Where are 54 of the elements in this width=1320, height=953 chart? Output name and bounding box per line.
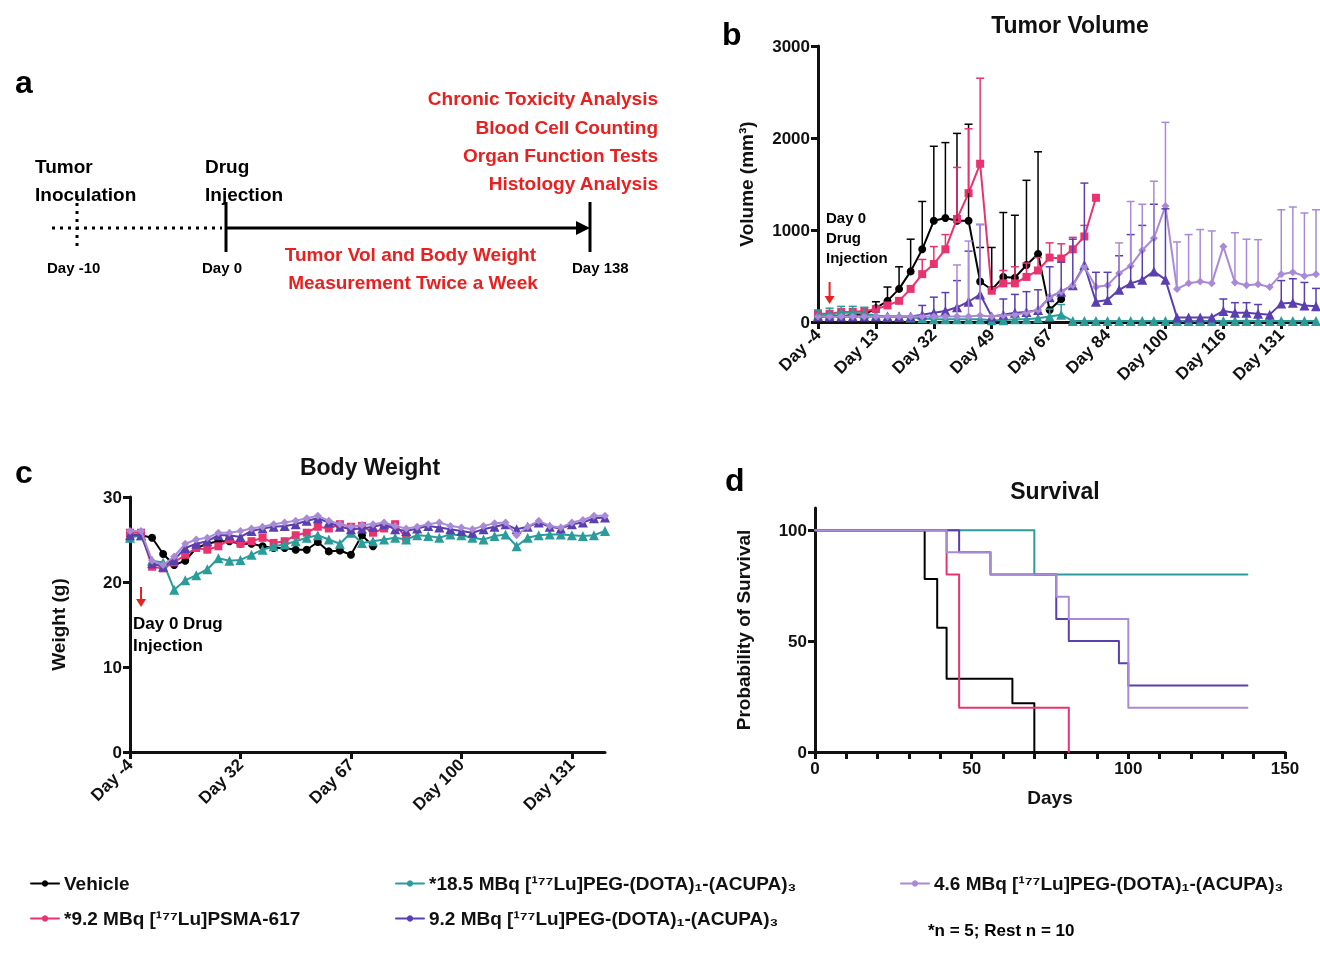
x-tick-label: Day 67 xyxy=(305,755,358,808)
y-tick-label: 0 xyxy=(797,742,807,762)
y-tick-label: 20 xyxy=(103,572,122,592)
x-tick-label: Day 84 xyxy=(1062,324,1115,378)
text: c xyxy=(15,454,33,490)
text: a xyxy=(15,64,33,100)
text: Histology Analysis xyxy=(488,172,658,194)
x-axis-title: Days xyxy=(1027,787,1073,808)
text: Tumor Vol and Body Weight Measurement Twice a Week xyxy=(284,243,542,293)
y-axis-title: Volume (mm³) xyxy=(736,121,757,247)
text: Day 138 xyxy=(572,259,629,276)
x-tick-label: Day 131 xyxy=(1229,325,1288,385)
x-tick-label: Day 67 xyxy=(1004,325,1057,378)
text: Chronic Toxicity Analysis xyxy=(427,87,658,109)
x-tick-label: Day 32 xyxy=(195,755,248,808)
x-tick-label: Day 100 xyxy=(1113,325,1173,385)
x-tick-label: Day 131 xyxy=(519,755,579,815)
y-tick-label: 30 xyxy=(103,487,122,507)
text: Tumor Inoculation xyxy=(35,155,137,205)
x-tick-label: Day 13 xyxy=(830,325,883,378)
chart-title: Survival xyxy=(1010,477,1100,504)
chart-title: Body Weight xyxy=(299,453,441,480)
text: Organ Function Tests xyxy=(463,144,658,166)
legend-label: 4.6 MBq [¹⁷⁷Lu]PEG-(DOTA)₁-(ACUPA)₃ xyxy=(934,873,1284,894)
y-tick-label: 100 xyxy=(778,520,807,540)
text: *n = 5; Rest n = 10 xyxy=(928,921,1075,940)
chart-title: Tumor Volume xyxy=(991,11,1149,38)
x-tick-label: 150 xyxy=(1270,759,1300,778)
text: Day -10 xyxy=(47,259,101,276)
x-tick-label: Day 49 xyxy=(946,325,999,378)
y-tick-label: 2000 xyxy=(772,128,810,148)
y-tick-label: 0 xyxy=(112,742,122,762)
x-tick-label: Day 116 xyxy=(1171,325,1231,384)
legend-label: *18.5 MBq [¹⁷⁷Lu]PEG-(DOTA)₁-(ACUPA)₃ xyxy=(429,873,797,894)
x-tick-label: Day 32 xyxy=(888,325,941,378)
legend-label: *9.2 MBq [¹⁷⁷Lu]PSMA-617 xyxy=(64,908,301,929)
x-tick-label: 50 xyxy=(962,759,982,778)
text: Day 0 xyxy=(202,259,243,276)
y-tick-label: 1000 xyxy=(772,220,810,240)
y-tick-label: 10 xyxy=(103,657,122,677)
text: b xyxy=(722,16,742,52)
y-axis-title: Weight (g) xyxy=(48,578,69,671)
text: Blood Cell Counting xyxy=(475,116,658,138)
y-tick-label: 3000 xyxy=(772,36,810,56)
x-tick-label: 100 xyxy=(1114,759,1143,778)
legend-label: Vehicle xyxy=(64,873,130,894)
x-tick-label: Day 100 xyxy=(409,755,469,815)
y-axis-title: Probability of Survival xyxy=(733,529,754,731)
text: d xyxy=(725,462,745,498)
text: Drug Injection xyxy=(205,155,284,205)
annotation: Day 0 Drug Injection xyxy=(826,208,888,266)
y-tick-label: 50 xyxy=(788,631,807,651)
legend-label: 9.2 MBq [¹⁷⁷Lu]PEG-(DOTA)₁-(ACUPA)₃ xyxy=(429,908,779,929)
annotation: Day 0 Drug Injection xyxy=(133,613,228,655)
